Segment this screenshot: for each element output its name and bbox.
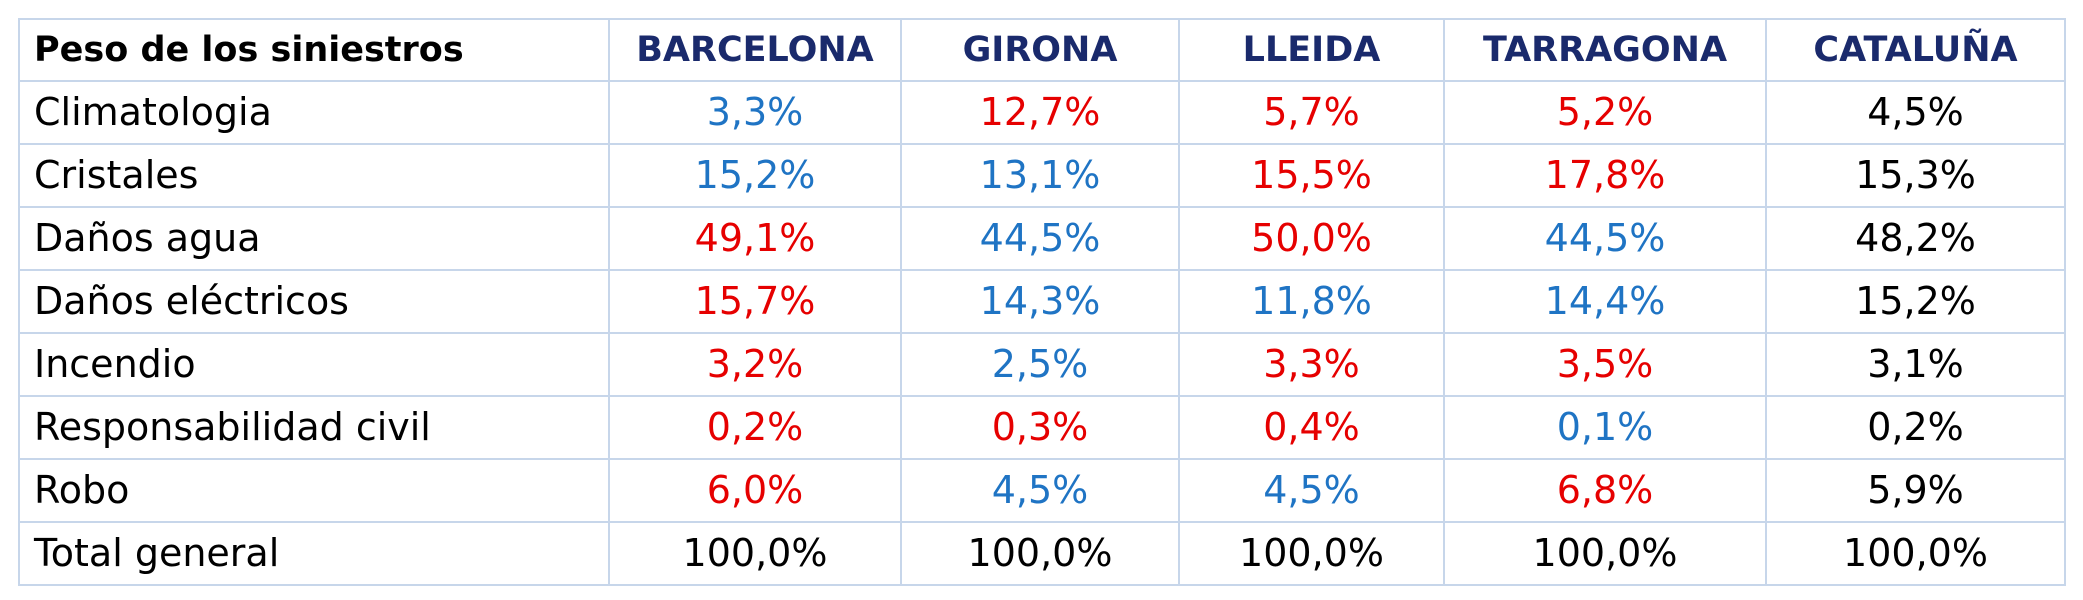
cell-tarragona: 0,1% <box>1443 395 1767 460</box>
cell-tarragona: 3,5% <box>1443 332 1767 397</box>
table-row: Daños eléctricos 15,7% 14,3% 11,8% 14,4% 15,2… <box>18 269 2066 334</box>
cell-cataluna: 0,2% <box>1765 395 2066 460</box>
cell-tarragona: 5,2% <box>1443 80 1767 145</box>
header-row: Peso de los siniestros BARCELONA GIRONA … <box>18 18 2066 82</box>
row-label: Daños eléctricos <box>18 269 610 334</box>
cell-barcelona: 49,1% <box>608 206 902 271</box>
cell-tarragona: 100,0% <box>1443 521 1767 586</box>
cell-cataluna: 3,1% <box>1765 332 2066 397</box>
table-row: Total general 100,0% 100,0% 100,0% 100,0% 100… <box>18 521 2066 586</box>
cell-cataluna: 4,5% <box>1765 80 2066 145</box>
cell-barcelona: 100,0% <box>608 521 902 586</box>
cell-girona: 0,3% <box>900 395 1180 460</box>
cell-barcelona: 0,2% <box>608 395 902 460</box>
cell-barcelona: 15,2% <box>608 143 902 208</box>
header-label: Peso de los siniestros <box>18 18 610 82</box>
cell-girona: 4,5% <box>900 458 1180 523</box>
cell-barcelona: 6,0% <box>608 458 902 523</box>
header-tarragona: TARRAGONA <box>1443 18 1767 82</box>
cell-girona: 13,1% <box>900 143 1180 208</box>
cell-lleida: 0,4% <box>1178 395 1445 460</box>
header-girona: GIRONA <box>900 18 1180 82</box>
table-row: Daños agua 49,1% 44,5% 50,0% 44,5% 48,2% <box>18 206 2066 271</box>
table-row: Climatologia 3,3% 12,7% 5,7% 5,2% 4,5% <box>18 80 2066 145</box>
header-cataluna: CATALUÑA <box>1765 18 2066 82</box>
cell-lleida: 50,0% <box>1178 206 1445 271</box>
cell-barcelona: 3,2% <box>608 332 902 397</box>
cell-lleida: 5,7% <box>1178 80 1445 145</box>
cell-girona: 12,7% <box>900 80 1180 145</box>
row-label: Climatologia <box>18 80 610 145</box>
header-barcelona: BARCELONA <box>608 18 902 82</box>
row-label: Total general <box>18 521 610 586</box>
row-label: Daños agua <box>18 206 610 271</box>
row-label: Responsabilidad civil <box>18 395 610 460</box>
cell-lleida: 4,5% <box>1178 458 1445 523</box>
cell-girona: 14,3% <box>900 269 1180 334</box>
row-label: Cristales <box>18 143 610 208</box>
cell-tarragona: 44,5% <box>1443 206 1767 271</box>
table-row: Robo 6,0% 4,5% 4,5% 6,8% 5,9% <box>18 458 2066 523</box>
cell-tarragona: 17,8% <box>1443 143 1767 208</box>
claims-weight-table: Peso de los siniestros BARCELONA GIRONA … <box>18 18 2066 586</box>
cell-girona: 100,0% <box>900 521 1180 586</box>
table-header: Peso de los siniestros BARCELONA GIRONA … <box>18 18 2066 82</box>
cell-cataluna: 100,0% <box>1765 521 2066 586</box>
table-row: Cristales 15,2% 13,1% 15,5% 17,8% 15,3% <box>18 143 2066 208</box>
cell-lleida: 100,0% <box>1178 521 1445 586</box>
header-lleida: LLEIDA <box>1178 18 1445 82</box>
cell-cataluna: 48,2% <box>1765 206 2066 271</box>
cell-cataluna: 15,3% <box>1765 143 2066 208</box>
cell-girona: 2,5% <box>900 332 1180 397</box>
cell-barcelona: 15,7% <box>608 269 902 334</box>
table-row: Responsabilidad civil 0,2% 0,3% 0,4% 0,1% 0,2… <box>18 395 2066 460</box>
cell-tarragona: 6,8% <box>1443 458 1767 523</box>
cell-lleida: 15,5% <box>1178 143 1445 208</box>
cell-girona: 44,5% <box>900 206 1180 271</box>
cell-lleida: 11,8% <box>1178 269 1445 334</box>
row-label: Incendio <box>18 332 610 397</box>
cell-cataluna: 5,9% <box>1765 458 2066 523</box>
cell-tarragona: 14,4% <box>1443 269 1767 334</box>
row-label: Robo <box>18 458 610 523</box>
table-body: Climatologia 3,3% 12,7% 5,7% 5,2% 4,5% Cristal… <box>18 80 2066 586</box>
cell-lleida: 3,3% <box>1178 332 1445 397</box>
cell-cataluna: 15,2% <box>1765 269 2066 334</box>
table-row: Incendio 3,2% 2,5% 3,3% 3,5% 3,1% <box>18 332 2066 397</box>
cell-barcelona: 3,3% <box>608 80 902 145</box>
